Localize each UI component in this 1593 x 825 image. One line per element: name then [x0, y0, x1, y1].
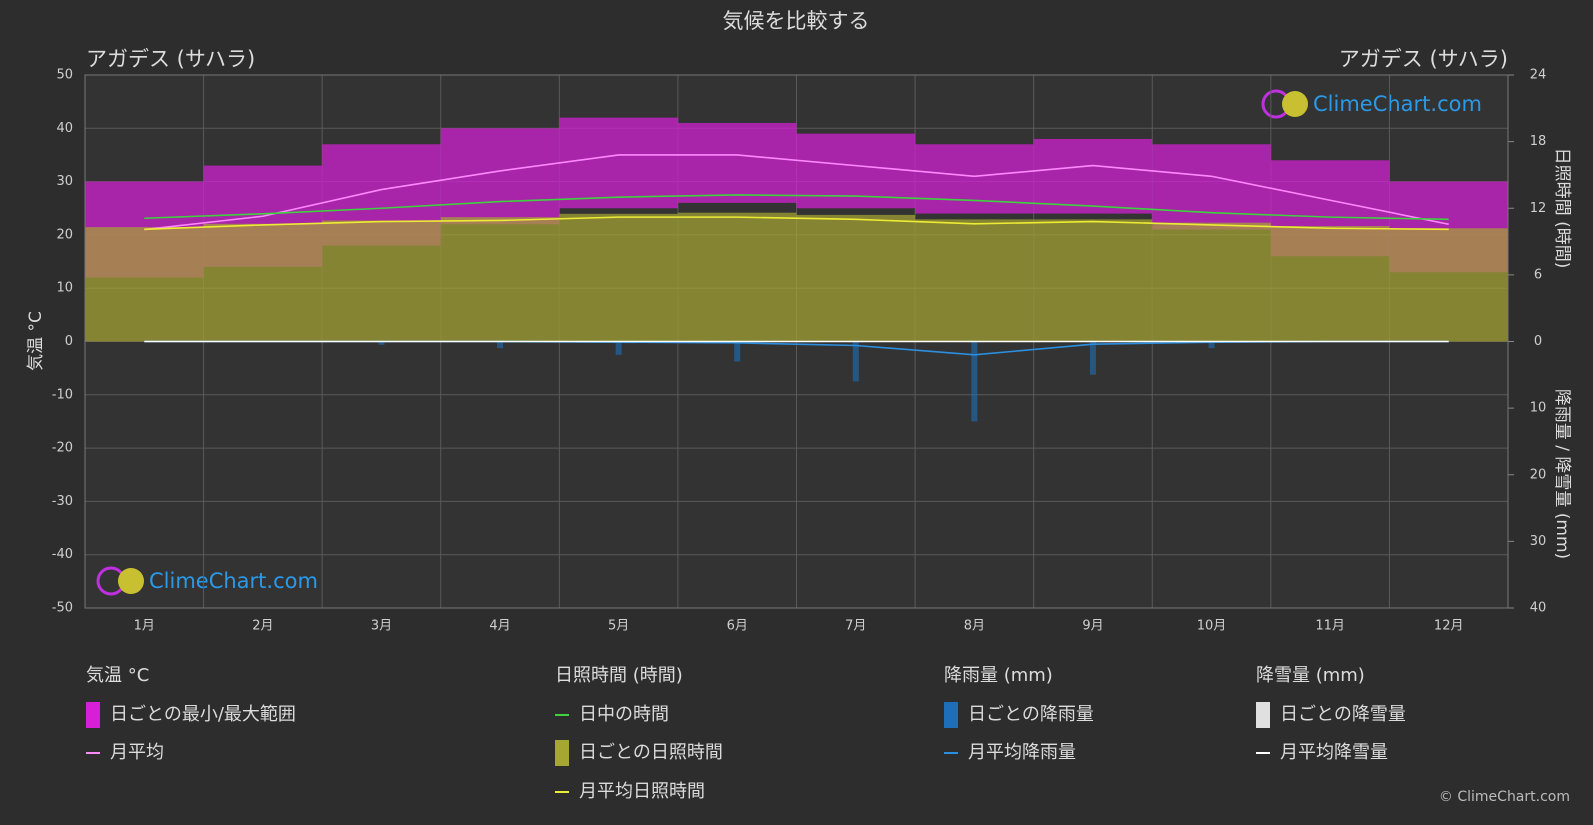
x-tick-label: 4月 [489, 619, 510, 634]
x-tick-label: 1月 [134, 619, 155, 634]
watermark: ClimeChart.com [149, 569, 318, 593]
y2-tick-label: 0 [1534, 334, 1542, 349]
legend-label: 月平均 [110, 742, 164, 763]
sunshine-area [440, 217, 560, 342]
legend-label: 日ごとの降雪量 [1280, 704, 1406, 725]
x-tick-label: 6月 [727, 619, 748, 634]
x-tick-label: 7月 [845, 619, 866, 634]
precipitation-bar [1089, 341, 1096, 375]
precipitation-bar [497, 341, 504, 349]
y-tick-label: 30 [56, 174, 73, 189]
sunshine-area [915, 219, 1034, 342]
y-tick-label: 50 [56, 68, 73, 83]
y3-tick-label: 10 [1530, 401, 1547, 416]
legend-label: 日ごとの最小/最大範囲 [110, 704, 296, 725]
y2-tick-label: 18 [1530, 134, 1547, 149]
legend-label: 日ごとの降雨量 [968, 704, 1094, 725]
x-tick-label: 5月 [608, 619, 629, 634]
y-tick-label: 20 [56, 227, 73, 242]
y2-axis-label: 日照時間 (時間) [1552, 148, 1572, 269]
temperature-range [1033, 138, 1153, 214]
location-right: アガデス (サハラ) [1339, 47, 1508, 71]
sunshine-area [559, 213, 678, 342]
logo-sun [1282, 91, 1308, 117]
lines [144, 154, 1449, 356]
sunshine-area [203, 223, 323, 342]
precipitation-bar [852, 341, 859, 382]
sunshine-area [1389, 228, 1508, 342]
sunshine-area [85, 227, 204, 342]
legend-label: 月平均降雨量 [968, 742, 1076, 763]
logo-top: ClimeChart.com [1261, 89, 1482, 119]
marks [85, 117, 1508, 422]
temperature-range [1152, 144, 1271, 230]
legend-group-title: 降雨量 (mm) [944, 665, 1053, 686]
precipitation-bar [615, 341, 622, 355]
legend-swatch [86, 702, 100, 728]
series-line [144, 194, 1449, 221]
y-tick-label: -20 [52, 441, 73, 456]
temperature-range [440, 128, 560, 225]
y2-tick-label: 12 [1530, 201, 1547, 216]
copyright: © ClimeChart.com [1439, 789, 1570, 805]
plot-border [84, 74, 1509, 609]
y3-tick-label: 40 [1530, 601, 1547, 616]
y-tick-label: -50 [52, 601, 73, 616]
precipitation-bar [378, 341, 385, 345]
precipitation-bar [971, 341, 978, 422]
temperature-range [559, 117, 678, 209]
legend-swatch [555, 740, 569, 766]
precipitation-bar [1208, 341, 1215, 349]
y2-tick-label: 6 [1534, 267, 1542, 282]
y2-tick-label: 24 [1530, 68, 1547, 83]
y-tick-label: 40 [56, 121, 73, 136]
sunshine-area [1033, 219, 1153, 342]
legend-group-title: 気温 °C [86, 665, 149, 686]
y-tick-label: -30 [52, 494, 73, 509]
x-tick-label: 8月 [964, 619, 985, 634]
x-tick-label: 2月 [252, 619, 273, 634]
legend-swatch [944, 702, 958, 728]
y-tick-label: 10 [56, 281, 73, 296]
y3-tick-label: 20 [1530, 467, 1547, 482]
y-tick-label: -10 [52, 387, 73, 402]
legend-swatch [1256, 702, 1270, 728]
sunshine-area [322, 220, 441, 342]
legend-label: 月平均降雪量 [1280, 742, 1388, 763]
logo-bottom: ClimeChart.com [96, 566, 318, 596]
sunshine-area [1270, 226, 1390, 342]
y3-axis-label: 降雨量 / 降雪量 (mm) [1552, 389, 1572, 559]
watermark: ClimeChart.com [1313, 92, 1482, 116]
precipitation-bar [734, 341, 741, 362]
sunshine-area [796, 214, 916, 342]
series-line [144, 154, 1449, 231]
y-axis-label: 気温 °C [26, 311, 46, 371]
y-tick-label: 0 [65, 334, 73, 349]
y-tick-label: -40 [52, 547, 73, 562]
x-tick-label: 3月 [371, 619, 392, 634]
legend-label: 日中の時間 [579, 704, 669, 725]
x-tick-label: 9月 [1082, 619, 1103, 634]
legend-label: 月平均日照時間 [579, 781, 705, 802]
location-left: アガデス (サハラ) [86, 47, 255, 71]
temperature-range [677, 122, 797, 203]
sunshine-area [677, 212, 797, 342]
y3-tick-label: 30 [1530, 534, 1547, 549]
series-line [144, 216, 1449, 231]
logo-sun [118, 568, 144, 594]
sunshine-area [1152, 222, 1271, 342]
legend-label: 日ごとの日照時間 [579, 742, 723, 763]
x-tick-label: 12月 [1434, 619, 1464, 634]
x-tick-label: 11月 [1315, 619, 1345, 634]
legend-group-title: 降雪量 (mm) [1256, 665, 1365, 686]
chart-title: 気候を比較する [723, 9, 870, 33]
x-tick-label: 10月 [1197, 619, 1227, 634]
legend-group-title: 日照時間 (時間) [555, 665, 683, 686]
